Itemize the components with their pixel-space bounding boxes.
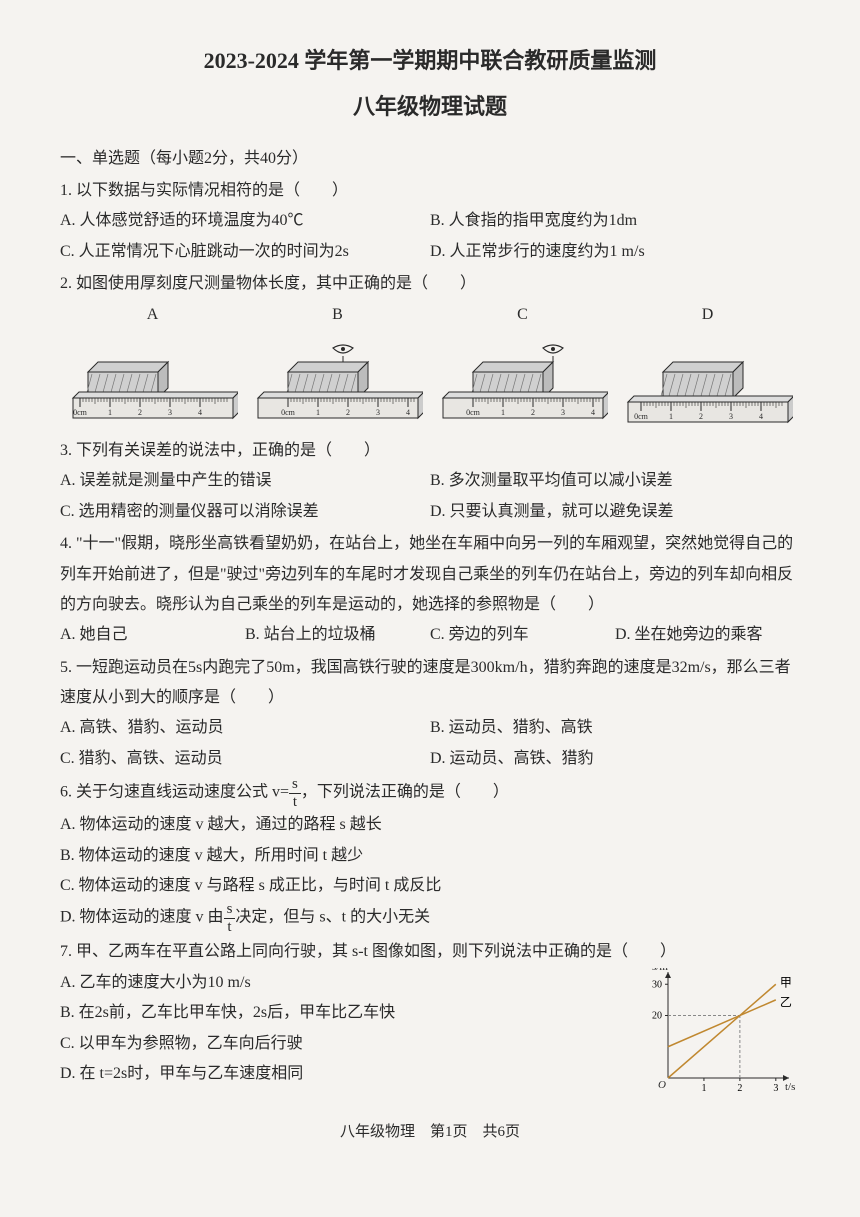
svg-text:1: 1 xyxy=(669,412,673,421)
q6-d-frac-num: s xyxy=(224,901,236,919)
q7-graph: t/s s/m O 1 2 3 20 30 甲乙 xyxy=(640,968,800,1098)
svg-text:甲: 甲 xyxy=(780,975,792,989)
q1-stem: 1. 以下数据与实际情况相符的是（ ） xyxy=(60,176,800,206)
svg-text:2: 2 xyxy=(531,408,535,417)
q6-d-post: 决定，但与 s、t 的大小无关 xyxy=(235,909,430,926)
q2-fig-a: 0cm 1 2 3 4 xyxy=(68,340,238,430)
svg-text:1: 1 xyxy=(501,408,505,417)
q6-stem-post: ，下列说法正确的是（ ） xyxy=(301,784,509,801)
q2-label-a: A xyxy=(73,300,233,330)
q2-label-b: B xyxy=(258,300,418,330)
q2-fig-b: 0cm 1 2 3 4 xyxy=(253,340,423,430)
svg-text:3: 3 xyxy=(773,1083,778,1094)
svg-text:2: 2 xyxy=(346,408,350,417)
q3-option-b: B. 多次测量取平均值可以减小误差 xyxy=(430,466,800,496)
q4-option-a: A. 她自己 xyxy=(60,620,245,650)
svg-text:1: 1 xyxy=(108,408,112,417)
q6-option-c: C. 物体运动的速度 v 与路程 s 成正比，与时间 t 成反比 xyxy=(60,871,800,901)
q4-option-c: C. 旁边的列车 xyxy=(430,620,615,650)
svg-text:20: 20 xyxy=(652,1010,662,1021)
q6-frac-num: s xyxy=(289,776,301,794)
svg-text:1: 1 xyxy=(316,408,320,417)
svg-text:0cm: 0cm xyxy=(634,412,649,421)
q5-option-c: C. 猎豹、高铁、运动员 xyxy=(60,744,430,774)
q6-option-b: B. 物体运动的速度 v 越大，所用时间 t 越少 xyxy=(60,841,800,871)
exam-title: 2023-2024 学年第一学期期中联合教研质量监测 xyxy=(60,40,800,82)
q5-option-a: A. 高铁、猎豹、运动员 xyxy=(60,713,430,743)
svg-text:4: 4 xyxy=(406,408,410,417)
svg-text:3: 3 xyxy=(376,408,380,417)
section-1-heading: 一、单选题（每小题2分，共40分） xyxy=(60,144,800,174)
q2-label-d: D xyxy=(628,300,788,330)
q3-option-c: C. 选用精密的测量仪器可以消除误差 xyxy=(60,497,430,527)
q1-option-b: B. 人食指的指甲宽度约为1dm xyxy=(430,206,800,236)
q6-d-pre: D. 物体运动的速度 v 由 xyxy=(60,909,224,926)
svg-text:3: 3 xyxy=(729,412,733,421)
svg-text:2: 2 xyxy=(699,412,703,421)
q4-stem: 4. "十一"假期，晓彤坐高铁看望奶奶，在站台上，她坐在车厢中向另一列的车厢观望… xyxy=(60,529,800,620)
svg-text:3: 3 xyxy=(168,408,172,417)
q2-option-labels: A B C D xyxy=(60,300,800,330)
svg-text:30: 30 xyxy=(652,979,662,990)
svg-text:0cm: 0cm xyxy=(281,408,296,417)
q7-stem: 7. 甲、乙两车在平直公路上同向行驶，其 s-t 图像如图，则下列说法中正确的是… xyxy=(60,937,800,967)
q1-option-d: D. 人正常步行的速度约为1 m/s xyxy=(430,237,800,267)
svg-text:1: 1 xyxy=(701,1083,706,1094)
exam-subtitle: 八年级物理试题 xyxy=(60,86,800,128)
svg-text:4: 4 xyxy=(198,408,202,417)
svg-text:3: 3 xyxy=(561,408,565,417)
svg-text:乙: 乙 xyxy=(780,995,792,1009)
page-footer: 八年级物理 第1页 共6页 xyxy=(60,1118,800,1147)
svg-text:O: O xyxy=(658,1079,666,1091)
q6-stem-pre: 6. 关于匀速直线运动速度公式 v= xyxy=(60,784,289,801)
q2-figures: 0cm 1 2 3 4 0cm 1 2 3 4 0cm 1 2 3 4 0cm 1 2 3 4 xyxy=(60,340,800,430)
q4-option-b: B. 站台上的垃圾桶 xyxy=(245,620,430,650)
q4-option-d: D. 坐在她旁边的乘客 xyxy=(615,620,800,650)
q6-option-d: D. 物体运动的速度 v 由st决定，但与 s、t 的大小无关 xyxy=(60,901,800,935)
svg-text:2: 2 xyxy=(737,1083,742,1094)
q6-option-a: A. 物体运动的速度 v 越大，通过的路程 s 越长 xyxy=(60,810,800,840)
svg-text:0cm: 0cm xyxy=(73,408,88,417)
q5-option-b: B. 运动员、猎豹、高铁 xyxy=(430,713,800,743)
q3-option-d: D. 只要认真测量，就可以避免误差 xyxy=(430,497,800,527)
svg-text:s/m: s/m xyxy=(652,968,668,973)
q3-option-a: A. 误差就是测量中产生的错误 xyxy=(60,466,430,496)
svg-text:4: 4 xyxy=(591,408,595,417)
q6-fraction: st xyxy=(289,776,301,810)
q5-option-d: D. 运动员、高铁、猎豹 xyxy=(430,744,800,774)
q3-stem: 3. 下列有关误差的说法中，正确的是（ ） xyxy=(60,436,800,466)
q2-fig-d: 0cm 1 2 3 4 xyxy=(623,340,793,430)
q2-label-c: C xyxy=(443,300,603,330)
q5-stem: 5. 一短跑运动员在5s内跑完了50m，我国高铁行驶的速度是300km/h，猎豹… xyxy=(60,653,800,714)
q6-stem: 6. 关于匀速直线运动速度公式 v=st，下列说法正确的是（ ） xyxy=(60,776,800,810)
q2-stem: 2. 如图使用厚刻度尺测量物体长度，其中正确的是（ ） xyxy=(60,269,800,299)
svg-text:4: 4 xyxy=(759,412,763,421)
q2-fig-c: 0cm 1 2 3 4 xyxy=(438,340,608,430)
svg-text:0cm: 0cm xyxy=(466,408,481,417)
q6-d-frac-den: t xyxy=(224,919,236,936)
q6-frac-den: t xyxy=(289,794,301,811)
q1-option-c: C. 人正常情况下心脏跳动一次的时间为2s xyxy=(60,237,430,267)
svg-text:t/s: t/s xyxy=(785,1081,795,1093)
q1-option-a: A. 人体感觉舒适的环境温度为40℃ xyxy=(60,206,430,236)
svg-text:2: 2 xyxy=(138,408,142,417)
q6-d-fraction: st xyxy=(224,901,236,935)
